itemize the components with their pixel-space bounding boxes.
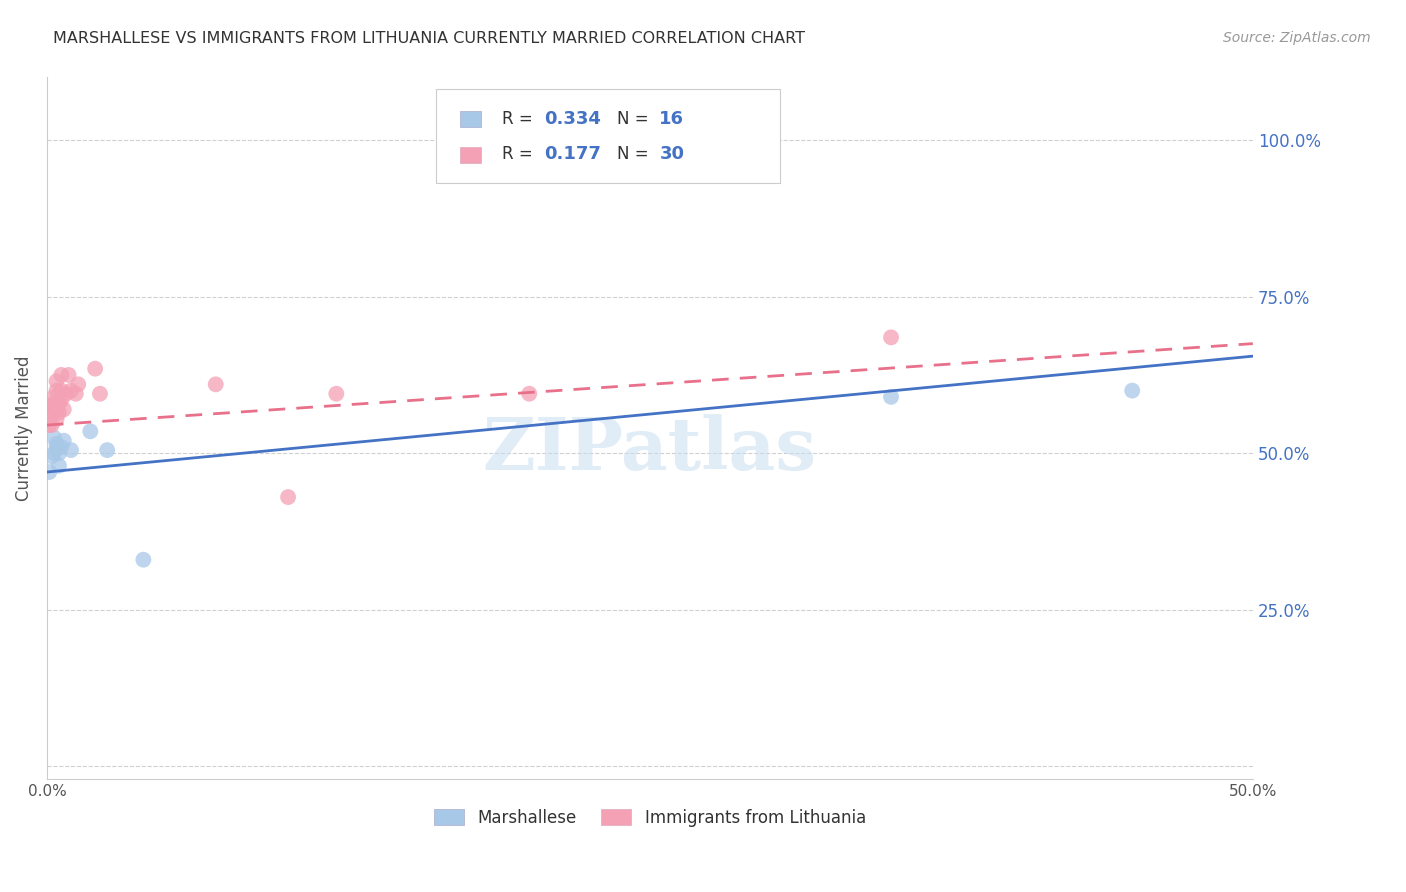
- Point: [51, 384, 73, 398]
- Point: [58, 368, 80, 382]
- Point: [60, 443, 83, 458]
- Text: 16: 16: [659, 110, 685, 128]
- Text: N =: N =: [617, 145, 654, 163]
- Point: [38, 465, 60, 479]
- Point: [880, 330, 903, 344]
- Point: [65, 386, 87, 401]
- Point: [42, 431, 65, 445]
- Y-axis label: Currently Married: Currently Married: [15, 355, 32, 501]
- Point: [51, 440, 73, 454]
- Point: [132, 552, 155, 566]
- Point: [41, 399, 63, 413]
- Point: [89, 386, 111, 401]
- Point: [48, 446, 70, 460]
- Point: [51, 368, 73, 382]
- Point: [48, 396, 70, 410]
- Point: [52, 402, 75, 417]
- Point: [38, 418, 60, 433]
- Point: [42, 399, 65, 413]
- Point: [45, 411, 67, 425]
- Point: [38, 411, 60, 425]
- Text: MARSHALLESE VS IMMIGRANTS FROM LITHUANIA CURRENTLY MARRIED CORRELATION CHART: MARSHALLESE VS IMMIGRANTS FROM LITHUANIA…: [53, 31, 806, 46]
- Point: [79, 425, 101, 439]
- Point: [45, 440, 67, 454]
- Text: N =: N =: [617, 110, 654, 128]
- Text: R =: R =: [502, 110, 538, 128]
- Point: [1121, 384, 1143, 398]
- Point: [42, 390, 65, 404]
- Point: [45, 437, 67, 451]
- Point: [42, 396, 65, 410]
- Point: [41, 405, 63, 419]
- Point: [325, 386, 347, 401]
- Point: [48, 458, 70, 473]
- Point: [51, 392, 73, 407]
- Point: [45, 374, 67, 388]
- Point: [204, 377, 226, 392]
- Point: [517, 386, 540, 401]
- Text: ZIPatlas: ZIPatlas: [482, 414, 817, 484]
- Point: [880, 390, 903, 404]
- Point: [45, 402, 67, 417]
- Point: [84, 361, 107, 376]
- Legend: Marshallese, Immigrants from Lithuania: Marshallese, Immigrants from Lithuania: [427, 803, 873, 834]
- Text: 30: 30: [659, 145, 685, 163]
- Point: [45, 384, 67, 398]
- Text: R =: R =: [502, 145, 543, 163]
- Point: [60, 384, 83, 398]
- Point: [55, 386, 77, 401]
- Text: 0.177: 0.177: [544, 145, 600, 163]
- Point: [41, 418, 63, 433]
- Text: 0.334: 0.334: [544, 110, 600, 128]
- Point: [52, 434, 75, 448]
- Point: [48, 405, 70, 419]
- Point: [96, 443, 118, 458]
- Point: [277, 490, 299, 504]
- Point: [42, 446, 65, 460]
- Text: Source: ZipAtlas.com: Source: ZipAtlas.com: [1223, 31, 1371, 45]
- Point: [67, 377, 90, 392]
- Point: [41, 450, 63, 464]
